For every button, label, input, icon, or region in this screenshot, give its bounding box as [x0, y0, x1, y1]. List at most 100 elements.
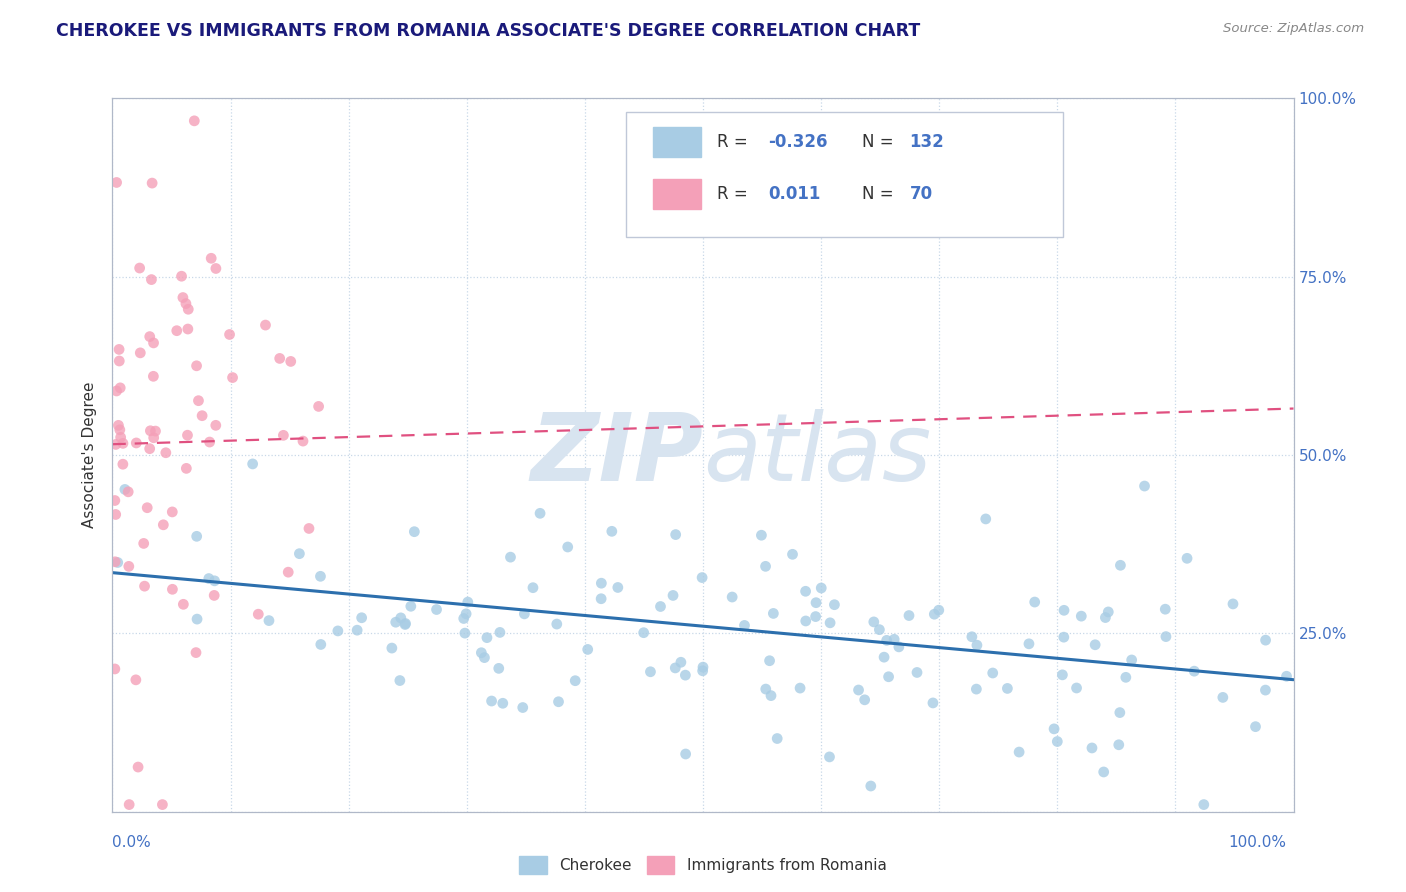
Point: [692, 664, 714, 678]
Point: [489, 625, 512, 640]
Point: [481, 694, 503, 708]
Point: [162, 505, 184, 519]
Point: [512, 700, 534, 714]
Point: [690, 571, 713, 585]
Point: [129, 346, 152, 360]
Y-axis label: Associate's Degree: Associate's Degree: [82, 382, 97, 528]
Point: [1024, 595, 1046, 609]
Point: [138, 442, 160, 456]
Point: [326, 624, 349, 638]
Point: [138, 329, 160, 343]
Point: [104, 493, 127, 508]
Point: [754, 559, 776, 574]
Point: [1046, 734, 1069, 748]
Point: [734, 618, 756, 632]
Point: [669, 655, 692, 669]
Point: [111, 457, 134, 471]
Point: [876, 633, 898, 648]
Point: [922, 696, 945, 710]
Text: R =: R =: [717, 134, 754, 152]
Point: [470, 646, 492, 660]
Text: Source: ZipAtlas.com: Source: ZipAtlas.com: [1223, 22, 1364, 36]
Bar: [654, 178, 700, 209]
Point: [454, 626, 477, 640]
Point: [298, 521, 321, 535]
Point: [155, 446, 177, 460]
Point: [186, 612, 208, 626]
Point: [1175, 551, 1198, 566]
Point: [675, 747, 697, 761]
Point: [142, 335, 165, 350]
Point: [818, 615, 841, 630]
Point: [186, 529, 208, 543]
Point: [384, 615, 406, 630]
Point: [794, 614, 817, 628]
Text: ZIP: ZIP: [530, 409, 703, 501]
Point: [755, 682, 778, 697]
Point: [564, 673, 586, 688]
Point: [309, 637, 332, 651]
Point: [110, 430, 132, 444]
Point: [457, 595, 479, 609]
Point: [128, 260, 150, 275]
Point: [1192, 797, 1215, 812]
Point: [172, 597, 194, 611]
Text: 0.0%: 0.0%: [112, 836, 152, 850]
Point: [513, 607, 536, 621]
Text: N =: N =: [862, 134, 900, 152]
Point: [633, 625, 655, 640]
Point: [152, 797, 174, 812]
Point: [204, 574, 226, 588]
Point: [108, 354, 131, 368]
Point: [104, 437, 127, 451]
Point: [1133, 479, 1156, 493]
Point: [492, 696, 515, 710]
Point: [254, 318, 277, 332]
Point: [200, 252, 222, 266]
Point: [995, 681, 1018, 696]
Point: [522, 581, 544, 595]
Point: [277, 565, 299, 579]
Point: [198, 572, 221, 586]
Point: [104, 555, 127, 569]
Point: [1115, 670, 1137, 684]
Point: [141, 272, 163, 286]
Point: [965, 682, 987, 697]
Point: [346, 623, 368, 637]
Point: [898, 608, 921, 623]
Point: [280, 354, 302, 368]
Point: [107, 556, 129, 570]
Bar: [654, 128, 700, 157]
Point: [269, 351, 291, 366]
Point: [591, 591, 613, 606]
Point: [142, 431, 165, 445]
Point: [853, 693, 876, 707]
Point: [782, 547, 804, 561]
Point: [242, 457, 264, 471]
Point: [600, 524, 623, 539]
Text: atlas: atlas: [703, 409, 931, 500]
Point: [974, 512, 997, 526]
Point: [141, 176, 163, 190]
Point: [474, 650, 496, 665]
Point: [204, 418, 226, 433]
Point: [1043, 722, 1066, 736]
Point: [108, 343, 131, 357]
Point: [1053, 630, 1076, 644]
Point: [1182, 664, 1205, 678]
Point: [107, 418, 129, 433]
Point: [388, 673, 411, 688]
Point: [118, 559, 141, 574]
Point: [859, 779, 882, 793]
Point: [139, 424, 162, 438]
Point: [1092, 764, 1115, 779]
Point: [1109, 558, 1132, 573]
Text: 70: 70: [910, 185, 932, 202]
Point: [198, 435, 221, 450]
Point: [176, 461, 198, 475]
Point: [868, 623, 890, 637]
Point: [475, 631, 498, 645]
Point: [1084, 638, 1107, 652]
Point: [640, 665, 662, 679]
Point: [394, 617, 416, 632]
